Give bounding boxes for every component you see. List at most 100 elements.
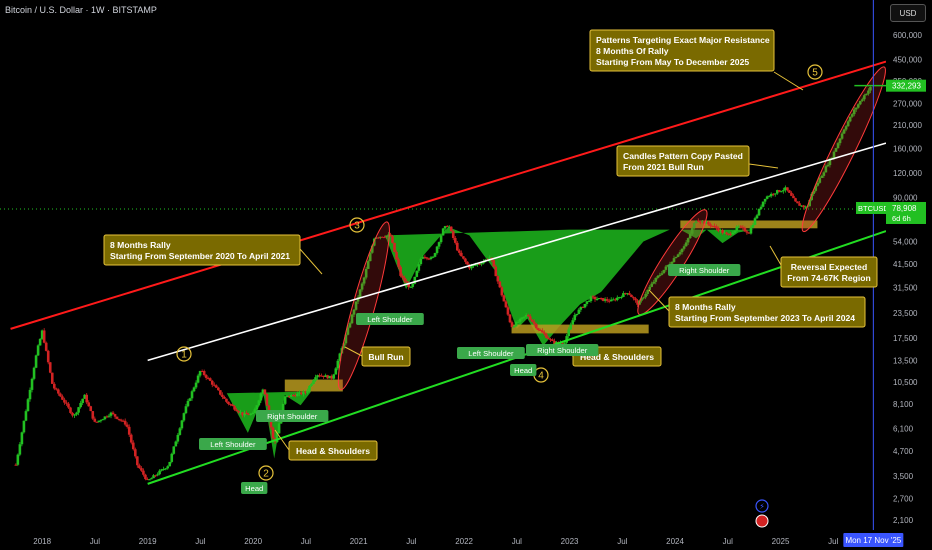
price-tick-label: 6,100 <box>893 425 914 434</box>
candle-body <box>172 446 176 454</box>
candle-body <box>701 221 704 223</box>
candle-body <box>364 268 368 278</box>
candle-body <box>336 360 340 369</box>
candle-body <box>119 419 123 421</box>
event-icons: ⚡ <box>755 499 769 528</box>
candle-body <box>411 283 415 287</box>
candle-body <box>569 324 573 330</box>
currency-button[interactable]: USD <box>890 4 926 22</box>
time-tick-label: 2024 <box>666 537 684 546</box>
candle-body <box>672 258 676 262</box>
support-zone-2 <box>511 324 649 334</box>
candle-body <box>362 277 366 284</box>
candle-body <box>271 427 275 439</box>
candle-body <box>676 254 680 258</box>
candle-body <box>200 371 204 373</box>
note-hs-2020-box <box>288 440 378 461</box>
candle-body <box>245 412 248 415</box>
candle-body <box>696 220 700 222</box>
candle-body <box>38 338 42 346</box>
candle-body <box>822 172 826 176</box>
candle-body <box>433 253 437 257</box>
price-tick-label: 600,000 <box>893 31 922 40</box>
candle-body <box>75 412 78 415</box>
candle-body <box>83 394 86 399</box>
wave-marker-circle <box>258 465 274 481</box>
candle-body <box>99 420 103 422</box>
candle-body <box>150 478 153 480</box>
candle-body <box>443 226 447 229</box>
candle-body <box>324 375 327 378</box>
candle-body <box>733 230 737 233</box>
support-zone-1 <box>284 379 343 392</box>
candle-body <box>441 228 445 236</box>
candle-body <box>93 418 97 422</box>
candle-body <box>792 195 795 199</box>
candle-body <box>180 420 184 429</box>
candle-body <box>790 192 793 196</box>
candle-body <box>18 444 22 455</box>
price-tick-label: 41,500 <box>893 260 918 269</box>
candle-body <box>476 263 479 265</box>
candle-body <box>257 400 261 406</box>
candle-body <box>735 226 739 231</box>
candle-body <box>379 236 382 238</box>
candle-body <box>526 315 530 317</box>
candle-body <box>589 296 593 302</box>
candle-body <box>852 109 856 115</box>
candle-body <box>575 313 579 316</box>
candle-body <box>243 412 246 416</box>
candle-body <box>217 387 220 391</box>
wave-marker-circle <box>349 217 365 233</box>
leader-bull-run <box>344 346 363 357</box>
note-pattern-copy-line-2: From 2021 Bull Run <box>623 162 704 172</box>
candle-body <box>620 296 623 298</box>
candle-body <box>168 461 172 467</box>
candle-body <box>48 362 52 373</box>
candle-body <box>449 226 453 232</box>
candle-body <box>289 394 293 397</box>
candle-body <box>129 434 133 443</box>
candle-body <box>553 340 556 345</box>
candle-body <box>802 205 805 208</box>
candle-body <box>77 407 80 413</box>
candle-body <box>812 190 816 194</box>
head-shoulders-pattern-fill-1 <box>226 391 312 459</box>
candle-body <box>607 300 611 302</box>
candle-body <box>314 377 317 381</box>
candle-body <box>259 393 263 401</box>
price-tick-label: 270,000 <box>893 99 922 108</box>
candle-body <box>61 396 64 400</box>
candle-body <box>573 315 577 321</box>
head-shoulders-pattern-fill-3 <box>680 229 755 244</box>
candle-body <box>350 314 354 324</box>
time-tick-label: Jul <box>406 537 416 546</box>
candle-body <box>506 307 510 315</box>
candle-body <box>79 402 82 408</box>
candle-body <box>67 403 70 408</box>
candle-body <box>95 421 99 423</box>
candle-body <box>561 342 564 344</box>
candle-body <box>97 420 101 422</box>
candle-body <box>221 394 224 398</box>
candle-body <box>194 382 198 388</box>
candle-body <box>310 383 313 386</box>
candle-body <box>522 316 526 318</box>
candle-body <box>640 298 643 301</box>
candle-body <box>233 406 236 410</box>
candle-body <box>466 261 469 265</box>
note-pattern-copy-line-1: Candles Pattern Copy Pasted <box>623 151 743 161</box>
candle-body <box>231 404 234 407</box>
candle-body <box>826 165 830 167</box>
candle-body <box>326 375 329 379</box>
candle-body <box>417 264 421 271</box>
candle-body <box>144 474 147 480</box>
candle-body <box>71 412 74 416</box>
candle-body <box>642 297 645 299</box>
candle-body <box>423 256 427 258</box>
candle-body <box>212 384 216 386</box>
candle-body <box>504 301 508 308</box>
